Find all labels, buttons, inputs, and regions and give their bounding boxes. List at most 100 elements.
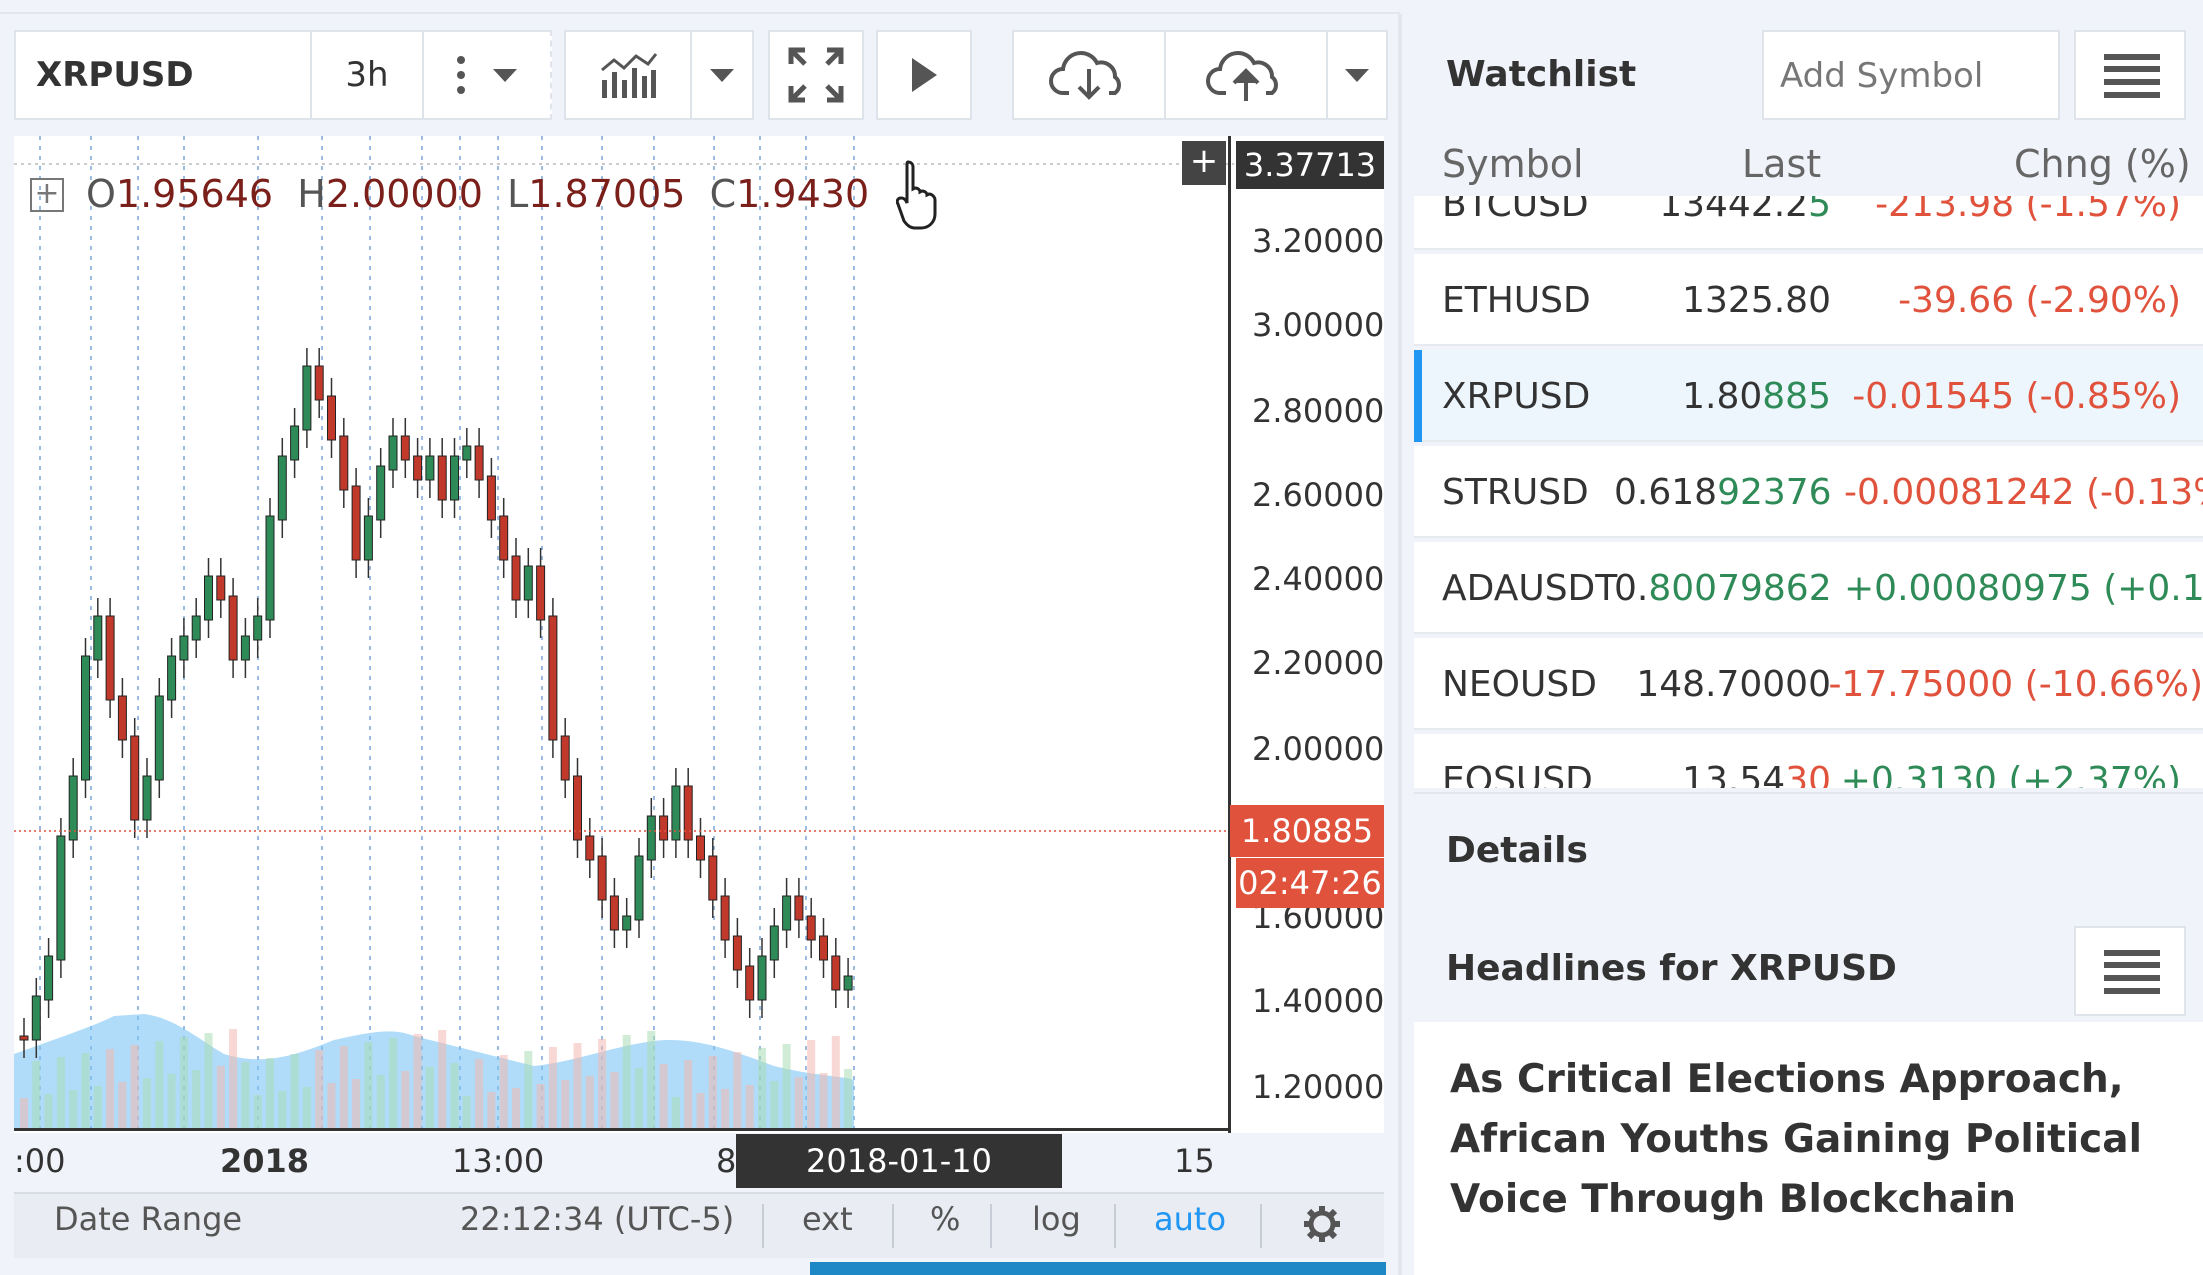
table-row[interactable]: BTCUSD 13442.25 -213.98 (-1.57%) bbox=[1414, 196, 2203, 250]
candle-body bbox=[622, 915, 632, 931]
open-value: 1.95646 bbox=[115, 172, 274, 216]
cloud-upload-icon bbox=[1206, 51, 1278, 101]
ext-toggle[interactable]: ext bbox=[802, 1200, 853, 1238]
volume-bar bbox=[266, 1058, 274, 1128]
panel-splitter[interactable] bbox=[1398, 14, 1402, 1275]
last-price-label: 1.80885 bbox=[1230, 805, 1384, 857]
candlestick-chart[interactable] bbox=[14, 136, 1234, 1133]
column-symbol[interactable]: Symbol bbox=[1442, 142, 1584, 186]
candle-body bbox=[413, 455, 423, 481]
expand-legend-icon[interactable]: + bbox=[30, 178, 64, 212]
settings-gear-icon[interactable] bbox=[1302, 1204, 1342, 1244]
candle-body bbox=[597, 855, 607, 901]
row-last: 13442.25 bbox=[1659, 196, 1831, 225]
row-symbol: ETHUSD bbox=[1442, 280, 1591, 321]
chevron-down-icon bbox=[1345, 68, 1369, 82]
log-toggle[interactable]: log bbox=[1032, 1200, 1081, 1238]
table-row[interactable]: ADAUSDT 0.80079862 +0.00080975 (+0.10 bbox=[1414, 542, 2203, 634]
load-chart-button[interactable] bbox=[1012, 30, 1166, 120]
candle-body bbox=[573, 775, 582, 841]
progress-strip bbox=[810, 1262, 1386, 1275]
volume-bar bbox=[573, 1043, 582, 1128]
volume-bar bbox=[475, 1059, 484, 1128]
watchlist-menu-button[interactable] bbox=[2074, 30, 2186, 120]
volume-bar bbox=[708, 1056, 717, 1128]
candle-body bbox=[499, 515, 509, 561]
price-tick: 2.80000 bbox=[1252, 392, 1385, 430]
price-axis[interactable]: 3.20000 3.00000 2.80000 2.60000 2.40000 … bbox=[1234, 136, 1384, 1133]
indicators-button[interactable] bbox=[564, 30, 692, 120]
date-range-button[interactable]: Date Range bbox=[54, 1200, 243, 1238]
candle-body bbox=[302, 365, 312, 431]
replay-button[interactable] bbox=[876, 30, 972, 120]
separator bbox=[892, 1204, 894, 1248]
volume-bar bbox=[512, 1088, 520, 1128]
row-last: 0.61892376 bbox=[1614, 472, 1832, 513]
auto-toggle[interactable]: auto bbox=[1154, 1200, 1227, 1238]
column-last[interactable]: Last bbox=[1742, 142, 1822, 186]
save-menu-button[interactable] bbox=[1326, 30, 1388, 120]
details-section[interactable]: Details bbox=[1414, 792, 2203, 902]
separator bbox=[1260, 1204, 1262, 1248]
candle-body bbox=[351, 485, 361, 561]
percent-toggle[interactable]: % bbox=[930, 1200, 961, 1238]
candle-body bbox=[609, 895, 619, 931]
candle-body bbox=[806, 915, 816, 941]
candle-body bbox=[117, 695, 127, 741]
chevron-down-icon bbox=[710, 68, 734, 82]
headlines-menu-button[interactable] bbox=[2074, 926, 2186, 1016]
candle-body bbox=[154, 695, 164, 781]
table-row[interactable]: STRUSD 0.61892376 -0.00081242 (-0.13% bbox=[1414, 446, 2203, 538]
table-row[interactable]: ETHUSD 1325.80 -39.66 (-2.90%) bbox=[1414, 254, 2203, 346]
add-symbol-input[interactable]: Add Symbol bbox=[1762, 30, 2060, 120]
volume-bar bbox=[782, 1044, 791, 1128]
table-row[interactable]: NEOUSD 148.70000 -17.75000 (-10.66%) bbox=[1414, 638, 2203, 730]
candle-body bbox=[277, 455, 287, 521]
watchlist-table[interactable]: BTCUSD 13442.25 -213.98 (-1.57%) ETHUSD … bbox=[1414, 196, 2203, 788]
headline-text[interactable]: As Critical Elections Approach, African … bbox=[1450, 1057, 2142, 1222]
volume-bar bbox=[770, 1081, 779, 1128]
symbol-search-button[interactable]: XRPUSD bbox=[14, 30, 312, 120]
row-symbol: STRUSD bbox=[1442, 472, 1589, 513]
price-tick: 3.20000 bbox=[1252, 222, 1385, 260]
ohlc-legend: O1.95646 H2.00000 L1.87005 C1.9430 bbox=[86, 172, 869, 216]
candle-body bbox=[68, 775, 78, 841]
volume-bar bbox=[253, 1095, 262, 1128]
table-row[interactable]: EOSUSD 13.5430 +0.3130 (+2.37%) bbox=[1414, 734, 2203, 788]
volume-bar bbox=[585, 1076, 594, 1128]
candle-body bbox=[474, 445, 484, 481]
add-horizontal-line-button[interactable]: + bbox=[1182, 141, 1226, 185]
volume-bar bbox=[179, 1037, 188, 1128]
volume-bar bbox=[302, 1087, 311, 1128]
volume-bar bbox=[130, 1045, 139, 1128]
save-chart-button[interactable] bbox=[1164, 30, 1328, 120]
clock-label[interactable]: 22:12:34 (UTC-5) bbox=[460, 1200, 735, 1238]
volume-bar bbox=[143, 1078, 151, 1128]
headline-card[interactable]: As Critical Elections Approach, African … bbox=[1414, 1022, 2203, 1275]
column-change[interactable]: Chng (%) bbox=[2014, 142, 2191, 186]
volume-bar bbox=[438, 1030, 447, 1128]
volume-bar bbox=[167, 1074, 176, 1128]
volume-bar bbox=[155, 1041, 164, 1128]
interval-menu-button[interactable] bbox=[422, 30, 552, 120]
candle-body bbox=[400, 435, 410, 461]
candle-body bbox=[437, 455, 447, 501]
row-change: +0.3130 (+2.37%) bbox=[1840, 760, 2181, 788]
row-last: 1.80885 bbox=[1682, 376, 1831, 417]
candle-body bbox=[253, 615, 263, 641]
volume-bar bbox=[831, 1036, 840, 1128]
table-row-selected[interactable]: XRPUSD 1.80885 -0.01545 (-0.85%) bbox=[1414, 350, 2203, 442]
indicators-menu-button[interactable] bbox=[690, 30, 754, 120]
add-symbol-placeholder: Add Symbol bbox=[1780, 56, 1984, 96]
fullscreen-button[interactable] bbox=[768, 30, 864, 120]
row-change: -213.98 (-1.57%) bbox=[1875, 196, 2181, 225]
candle-body bbox=[228, 595, 238, 661]
volume-bar bbox=[684, 1060, 693, 1128]
selection-marker bbox=[1414, 350, 1422, 442]
chart-pane[interactable] bbox=[14, 136, 1234, 1133]
row-symbol: BTCUSD bbox=[1442, 196, 1589, 225]
interval-button[interactable]: 3h bbox=[310, 30, 424, 120]
candle-body bbox=[240, 635, 250, 661]
play-icon bbox=[912, 58, 937, 92]
candle-body bbox=[179, 635, 189, 661]
